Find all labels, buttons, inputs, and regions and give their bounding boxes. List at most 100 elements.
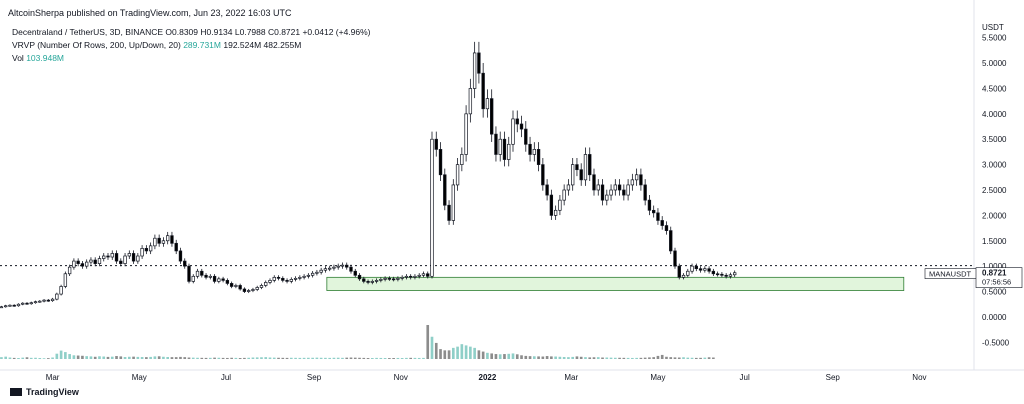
candle[interactable] — [349, 266, 353, 272]
candle[interactable] — [345, 264, 349, 268]
candle[interactable] — [605, 194, 609, 201]
candle[interactable] — [558, 199, 562, 211]
candle[interactable] — [264, 282, 268, 286]
candle[interactable] — [617, 184, 622, 191]
candle[interactable] — [298, 276, 302, 279]
candle[interactable] — [464, 113, 468, 155]
candle[interactable] — [281, 277, 285, 281]
vol-label[interactable]: Vol — [12, 53, 24, 63]
candle[interactable] — [80, 263, 85, 267]
candle[interactable] — [596, 184, 600, 191]
candle[interactable] — [310, 272, 315, 276]
candle[interactable] — [85, 261, 89, 267]
candle[interactable] — [140, 248, 144, 257]
candle[interactable] — [50, 298, 55, 302]
candle[interactable] — [460, 154, 464, 165]
candle[interactable] — [417, 274, 421, 277]
candle[interactable] — [221, 278, 225, 281]
candle[interactable] — [613, 184, 617, 191]
candle[interactable] — [131, 253, 136, 262]
candle[interactable] — [272, 276, 276, 281]
candle[interactable] — [647, 199, 652, 211]
candle[interactable] — [12, 304, 16, 307]
candle[interactable] — [698, 268, 703, 271]
candle[interactable] — [93, 259, 97, 264]
candle[interactable] — [507, 143, 511, 160]
candle[interactable] — [89, 259, 93, 263]
candle[interactable] — [238, 285, 242, 290]
candle[interactable] — [588, 154, 592, 176]
candle[interactable] — [255, 287, 259, 290]
candle[interactable] — [268, 280, 272, 283]
candle[interactable] — [498, 138, 502, 155]
candle[interactable] — [217, 278, 221, 282]
candle[interactable] — [524, 128, 528, 145]
candle[interactable] — [315, 271, 319, 274]
candle[interactable] — [592, 174, 596, 191]
candle[interactable] — [289, 279, 293, 282]
candle[interactable] — [643, 184, 647, 201]
candle[interactable] — [438, 149, 443, 176]
candle[interactable] — [673, 250, 677, 267]
candle[interactable] — [16, 303, 21, 307]
candle[interactable] — [285, 280, 289, 282]
candle[interactable] — [694, 265, 698, 270]
candle[interactable] — [362, 278, 366, 282]
candle[interactable] — [336, 265, 340, 268]
candle[interactable] — [328, 267, 332, 270]
candle[interactable] — [67, 266, 72, 275]
candle[interactable] — [72, 260, 76, 268]
candle[interactable] — [357, 274, 362, 280]
candle[interactable] — [490, 98, 494, 135]
candle[interactable] — [630, 179, 635, 186]
candle[interactable] — [579, 169, 583, 181]
candle[interactable] — [21, 302, 25, 305]
candle[interactable] — [247, 290, 251, 292]
candle[interactable] — [229, 283, 234, 287]
candle[interactable] — [733, 272, 737, 276]
candle[interactable] — [242, 288, 247, 292]
candle[interactable] — [76, 260, 80, 264]
candle[interactable] — [413, 275, 417, 278]
candle[interactable] — [366, 281, 370, 283]
candle[interactable] — [187, 265, 191, 282]
candle[interactable] — [212, 275, 217, 282]
candle[interactable] — [123, 255, 127, 264]
candle[interactable] — [259, 285, 264, 288]
candle[interactable] — [528, 143, 532, 155]
candle[interactable] — [319, 269, 323, 273]
candle[interactable] — [306, 274, 311, 277]
candle[interactable] — [148, 245, 153, 252]
candle[interactable] — [102, 255, 106, 259]
candle[interactable] — [25, 302, 29, 305]
candle[interactable] — [97, 258, 102, 264]
candle[interactable] — [178, 250, 183, 262]
candle[interactable] — [511, 118, 515, 145]
candle[interactable] — [720, 273, 724, 276]
candle[interactable] — [681, 274, 686, 278]
candle[interactable] — [553, 209, 558, 216]
candle[interactable] — [571, 164, 575, 186]
candle[interactable] — [481, 72, 485, 110]
candle[interactable] — [234, 285, 238, 287]
candle[interactable] — [626, 184, 630, 196]
candle[interactable] — [724, 274, 728, 277]
candle[interactable] — [622, 189, 626, 196]
candle[interactable] — [485, 98, 490, 110]
candle[interactable] — [545, 184, 549, 196]
candle[interactable] — [204, 274, 208, 278]
candle[interactable] — [409, 275, 413, 278]
candle[interactable] — [703, 268, 707, 271]
candle[interactable] — [174, 242, 178, 252]
candle[interactable] — [477, 52, 481, 74]
candle[interactable] — [391, 278, 396, 281]
candle[interactable] — [664, 225, 669, 231]
candle[interactable] — [686, 270, 690, 276]
candle[interactable] — [468, 88, 473, 115]
candle[interactable] — [519, 123, 524, 130]
candle[interactable] — [136, 255, 140, 262]
candle[interactable] — [515, 118, 519, 125]
candle[interactable] — [562, 189, 566, 201]
candle[interactable] — [33, 301, 38, 304]
